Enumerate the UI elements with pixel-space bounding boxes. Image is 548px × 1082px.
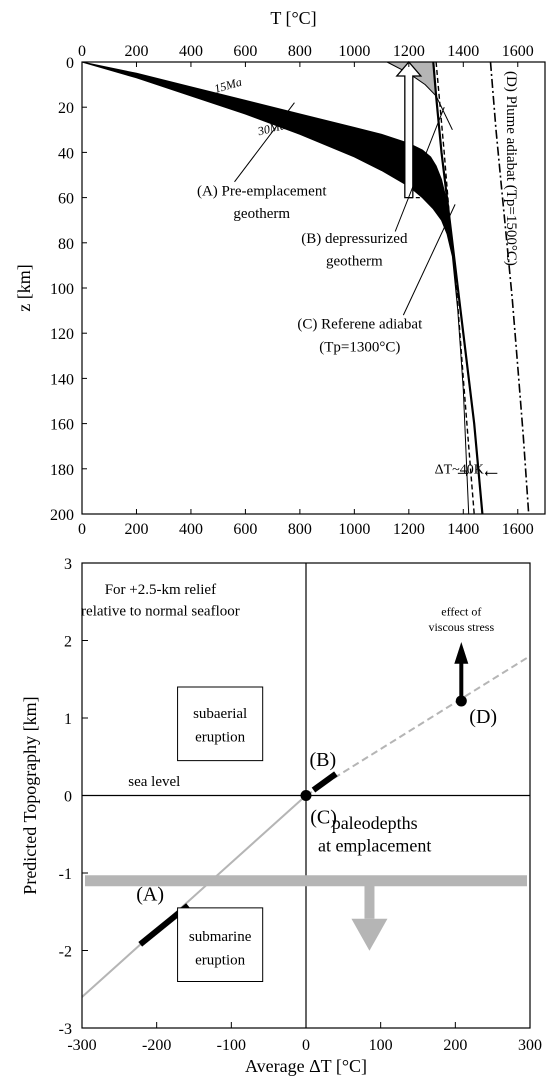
x-tick-label: 100 [369,1037,393,1054]
gray-band [386,61,453,131]
x-tick-label: 200 [443,1037,467,1054]
y-tick-label: 40 [58,145,74,162]
annotation: For +2.5-km relief [105,582,216,598]
label-D: (D) [469,706,497,728]
annotation: relative to normal seafloor [81,604,240,620]
delta-t-arrowhead-left [466,470,469,477]
delta-t-arrowhead-right [485,470,488,477]
y-tick-label: 20 [58,100,74,117]
annotation: ΔT~40K [435,462,484,477]
label-leader-A [234,102,295,183]
x-tick-label: 300 [518,1037,542,1054]
x-tick-label-bottom: 400 [179,521,203,538]
y-tick-label: 180 [50,462,74,479]
x-tick-label: 0 [302,1037,310,1054]
geotherm-plot: 0020020040040060060080080010001000120012… [14,8,546,538]
y-tick-label: 200 [50,507,74,524]
x-tick-label: -300 [67,1037,96,1054]
annotation: eruption [195,952,245,968]
x-tick-label-top: 1000 [338,43,370,60]
annotation: 15Ma [213,75,244,96]
y-tick-label: 3 [64,556,72,573]
annotation: 30Ma [255,118,287,139]
y-tick-label: 100 [50,281,74,298]
x-tick-label-top: 1600 [502,43,534,60]
x-tick-label-bottom: 800 [288,521,312,538]
y-tick-label: 160 [50,417,74,434]
subaerial-box [177,686,264,762]
x-axis-title: T [°C] [270,8,316,28]
x-tick-label-bottom: 1600 [502,521,534,538]
plume-adiabat-line [489,61,530,515]
x-tick-label-bottom: 1000 [338,521,370,538]
annotation: geotherm [326,253,383,269]
x-tick-label-bottom: 1400 [447,521,479,538]
x-tick-label-top: 0 [78,43,86,60]
submarine-box [177,907,264,982]
x-tick-label: -100 [217,1037,246,1054]
x-tick-label-top: 800 [288,43,312,60]
label-B: (B) [309,749,336,771]
geotherm-band [81,61,470,515]
annotation: viscous stress [428,620,494,634]
x-tick-label-bottom: 0 [78,521,86,538]
prediction-line-solid [81,794,307,998]
label-C: (C) [310,807,337,829]
label-leader-B [394,107,445,232]
y-tick-label: 120 [50,326,74,343]
segment-B [311,771,338,793]
annotation: sea level [128,774,180,790]
y-tick-label: 0 [66,55,74,72]
x-tick-label-top: 400 [179,43,203,60]
x-axis-title: Average ΔT [°C] [245,1056,367,1076]
y-tick-label: -1 [59,866,72,883]
x-tick-label-bottom: 600 [233,521,257,538]
topography-plot: -300 -200 -100 0 100 200 300 3 2 1 0 -1 -2 -3 Average … [20,556,542,1076]
annotation: (D) Plume adiabat (Tp=1500°C) [503,71,519,266]
y-axis-title: z [km] [14,264,34,311]
annotation: eruption [195,729,245,745]
x-tick-label-top: 200 [124,43,148,60]
annotation: (B) depressurized [301,231,408,247]
x-tick-label-top: 1400 [447,43,479,60]
annotation: effect of [441,605,481,619]
x-tick-label-top: 600 [233,43,257,60]
y-tick-label: 2 [64,634,72,651]
x-tick-label: -200 [142,1037,171,1054]
paleodepth-arrow-shaft [364,885,375,919]
annotation: at emplacement [318,835,431,855]
y-tick-label: 0 [64,789,72,806]
x-tick-label-bottom: 200 [124,521,148,538]
label-leader-C [402,204,456,316]
y-tick-label: 1 [64,711,72,728]
decompression-arrow [395,61,423,199]
y-axis-title: Predicted Topography [km] [20,696,40,894]
depressurized-geotherm-line [432,61,484,515]
y-tick-label: -2 [59,944,72,961]
x-tick-label-bottom: 1200 [393,521,425,538]
annotation: subaerial [193,706,247,722]
annotation: (A) Pre-emplacement [197,183,327,199]
annotation: paleodepths [332,813,418,833]
annotation: (Tp=1300°C) [319,339,400,355]
y-tick-label: 80 [58,236,74,253]
y-tick-label: 140 [50,371,74,388]
x-tick-label-top: 1200 [393,43,425,60]
point-C [300,790,312,801]
y-tick-label: 60 [58,191,74,208]
reference-adiabat-line [435,61,475,515]
annotation: submarine [189,929,252,945]
paleodepth-arrowhead [351,918,388,951]
annotation: geotherm [233,206,290,222]
annotation: (C) Referene adiabat [297,317,423,333]
viscous-stress-arrowhead [454,642,469,664]
y-tick-label: -3 [59,1021,72,1038]
label-A: (A) [136,883,164,905]
